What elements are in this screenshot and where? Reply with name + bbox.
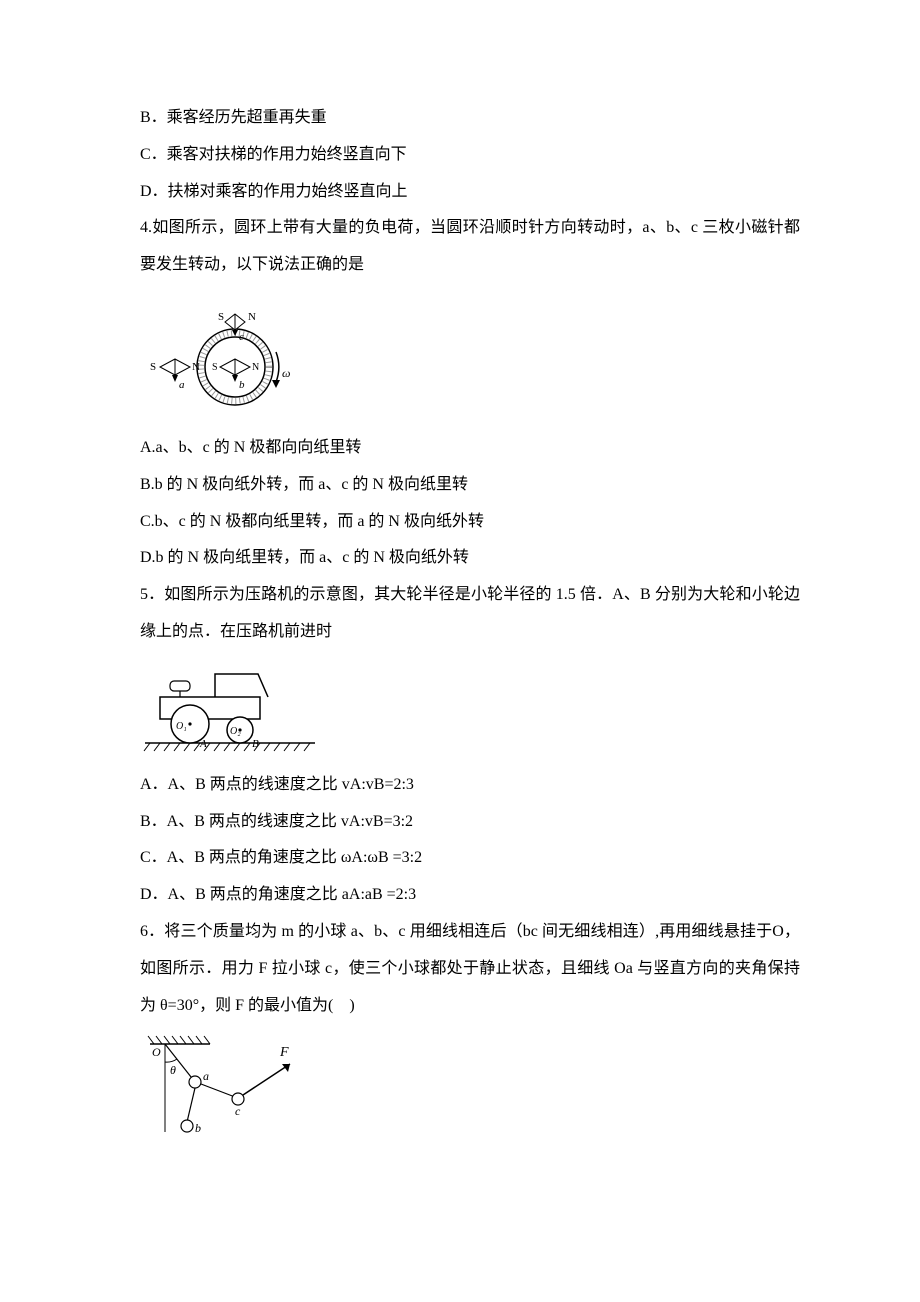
q5-stem: 5．如图所示为压路机的示意图，其大轮半径是小轮半径的 1.5 倍．A、B 分别为…: [140, 577, 800, 651]
q5-option-C: C．A、B 两点的角速度之比 ωA:ωB =3:2: [140, 840, 800, 877]
q6-label-c: c: [235, 1104, 241, 1118]
q5-option-D: D．A、B 两点的角速度之比 aA:aB =2:3: [140, 877, 800, 914]
q5-figure: O₁ A O₂ B: [140, 659, 800, 759]
q3-option-D: D．扶梯对乘客的作用力始终竖直向上: [140, 174, 800, 211]
q6-figure: O θ a b c F: [140, 1032, 800, 1142]
q6-label-b: b: [195, 1121, 201, 1135]
q4-label-N-c: N: [248, 311, 256, 323]
q4-option-C: C.b、c 的 N 极都向纸里转，而 a 的 N 极向纸外转: [140, 504, 800, 541]
q4-option-A: A.a、b、c 的 N 极都向向纸里转: [140, 430, 800, 467]
q4-label-S-c: S: [218, 311, 224, 323]
q4-stem: 4.如图所示，圆环上带有大量的负电荷，当圆环沿顺时针方向转动时，a、b、c 三枚…: [140, 210, 800, 284]
q3-option-C: C．乘客对扶梯的作用力始终竖直向下: [140, 137, 800, 174]
q6-label-O: O: [152, 1045, 161, 1059]
q3-option-B: B．乘客经历先超重再失重: [140, 100, 800, 137]
q4-label-b: b: [239, 379, 245, 391]
q4-label-S-b: S: [212, 362, 218, 373]
page: B．乘客经历先超重再失重 C．乘客对扶梯的作用力始终竖直向下 D．扶梯对乘客的作…: [0, 0, 920, 1302]
q4-option-D: D.b 的 N 极向纸里转，而 a、c 的 N 极向纸外转: [140, 540, 800, 577]
q4-label-omega: ω: [282, 366, 290, 380]
q6-stem: 6．将三个质量均为 m 的小球 a、b、c 用细线相连后（bc 间无细线相连）,…: [140, 914, 800, 1024]
q6-label-theta: θ: [170, 1063, 176, 1077]
q5-label-O2: O₂: [230, 726, 241, 737]
q4-label-N-b: N: [252, 362, 259, 373]
q6-label-a: a: [203, 1069, 209, 1083]
q4-label-N-a: N: [192, 361, 200, 373]
q5-label-A: A: [199, 738, 207, 750]
q5-option-A: A．A、B 两点的线速度之比 vA:vB=2:3: [140, 767, 800, 804]
q5-label-B: B: [252, 738, 259, 750]
q4-label-S-a: S: [150, 361, 156, 373]
q5-option-B: B．A、B 两点的线速度之比 vA:vB=3:2: [140, 804, 800, 841]
q4-label-c: c: [239, 331, 244, 343]
q6-label-F: F: [279, 1045, 289, 1060]
q4-label-a: a: [179, 379, 185, 391]
q4-option-B: B.b 的 N 极向纸外转，而 a、c 的 N 极向纸里转: [140, 467, 800, 504]
q5-label-O1: O₁: [176, 721, 187, 732]
q4-figure: S N c S N b S N a: [140, 292, 800, 422]
